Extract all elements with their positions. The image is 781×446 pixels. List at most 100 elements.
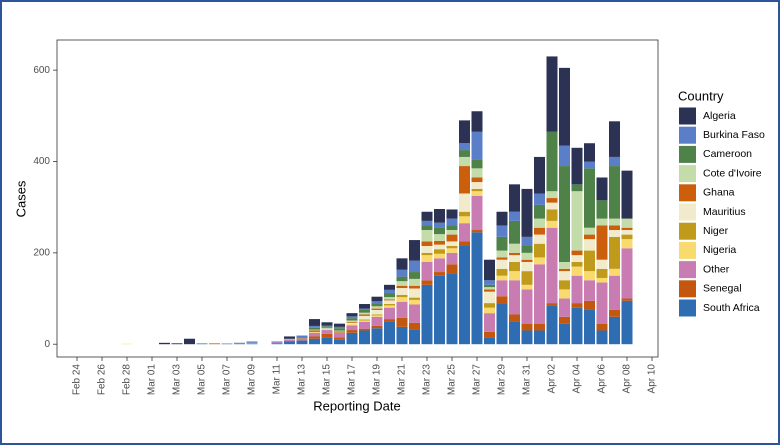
bar-segment <box>621 218 633 228</box>
bar-segment <box>459 150 470 157</box>
bar-segment <box>371 306 383 309</box>
bar-segment <box>421 261 433 281</box>
bar-segment <box>521 289 533 324</box>
bar-segment <box>346 322 358 325</box>
bar-segment <box>309 327 320 330</box>
bar-segment <box>496 275 508 281</box>
bar-segment <box>534 204 545 219</box>
bar-segment <box>346 321 358 323</box>
bar-segment <box>521 261 533 272</box>
bar-segment <box>334 326 345 329</box>
bar-segment <box>346 318 358 321</box>
bar-segment <box>271 343 283 345</box>
bar-segment <box>621 239 633 249</box>
bar-segment <box>459 223 470 242</box>
x-tick-label: Feb 24 <box>72 364 83 396</box>
bar-segment <box>584 250 595 272</box>
bar-segment <box>321 327 333 330</box>
bar-segment <box>459 193 470 212</box>
bar-segment <box>496 211 508 226</box>
bar-segment <box>446 234 458 242</box>
bar-segment <box>296 337 308 339</box>
bar-segment <box>471 182 483 189</box>
bar-segment <box>409 329 420 345</box>
bar-segment <box>521 236 533 247</box>
bar-segment <box>621 298 633 301</box>
bar-segment <box>609 268 620 276</box>
bar-segment <box>621 227 633 231</box>
y-tick-label: 600 <box>33 65 50 76</box>
bar-segment <box>409 272 420 279</box>
x-tick-label: Mar 21 <box>397 364 408 396</box>
bar-segment <box>609 236 620 269</box>
bar-segment <box>359 330 370 345</box>
x-tick-label: Mar 19 <box>372 364 383 396</box>
bar-segment <box>496 250 508 258</box>
bar-segment <box>384 321 395 345</box>
bar-segment <box>384 293 395 298</box>
bar-segment <box>521 252 533 260</box>
bar-segment <box>546 303 558 306</box>
x-tick-label: Mar 17 <box>347 364 358 396</box>
bar-segment <box>409 322 420 330</box>
bar-segment <box>421 280 433 285</box>
bar-segment <box>434 258 445 273</box>
bar-segment <box>609 316 620 345</box>
bar-segment <box>446 225 458 231</box>
bar-segment <box>484 289 495 292</box>
legend-key <box>679 165 696 183</box>
bar-segment <box>371 303 383 307</box>
bar-segment <box>509 184 520 212</box>
legend-key <box>679 184 696 202</box>
bar-segment <box>459 246 470 345</box>
bar-segment <box>371 309 383 315</box>
bar-segment <box>559 268 570 272</box>
bar-segment <box>471 230 483 233</box>
bar-segment <box>484 303 495 308</box>
bar-segment <box>396 297 408 302</box>
bar-segment <box>396 269 408 277</box>
x-tick-label: Apr 04 <box>572 364 583 394</box>
bar-segment <box>159 342 170 345</box>
x-tick-label: Mar 09 <box>247 364 258 396</box>
bar-segment <box>609 218 620 226</box>
bar-segment <box>384 300 395 305</box>
bar-segment <box>246 341 258 343</box>
x-tick-label: Apr 06 <box>597 364 608 394</box>
legend-title: Country <box>678 88 724 103</box>
x-tick-label: Mar 11 <box>272 364 283 395</box>
bar-segment <box>346 332 358 345</box>
bar-segment <box>559 261 570 269</box>
bar-segment <box>309 325 320 328</box>
bar-segment <box>446 218 458 226</box>
x-tick-label: Feb 28 <box>122 364 133 396</box>
bar-segment <box>534 243 545 258</box>
bar-segment <box>309 336 320 339</box>
bar-segment <box>571 147 583 185</box>
bar-segment <box>496 259 508 269</box>
bar-segment <box>446 273 458 345</box>
bar-segment <box>559 271 570 281</box>
bar-segment <box>571 303 583 308</box>
bar-segment <box>471 159 483 169</box>
bar-segment <box>321 326 333 328</box>
legend-label: Other <box>703 263 730 275</box>
bar-segment <box>534 156 545 194</box>
bar-segment <box>359 312 370 315</box>
bar-segment <box>534 257 545 265</box>
bar-segment <box>371 328 383 345</box>
bar-segment <box>359 315 370 320</box>
bar-segment <box>309 319 320 326</box>
bar-segment <box>184 338 195 345</box>
x-tick-label: Mar 13 <box>297 364 308 396</box>
plot-area <box>56 39 659 358</box>
bar-segment <box>409 304 420 323</box>
bar-segment <box>421 284 433 345</box>
x-tick-label: Mar 03 <box>172 364 183 396</box>
legend-label: Niger <box>703 225 729 237</box>
bar-segment <box>284 341 295 345</box>
bar-segment <box>371 325 383 329</box>
bar-segment <box>596 200 608 219</box>
bar-segment <box>609 121 620 157</box>
bar-segment <box>484 287 495 290</box>
